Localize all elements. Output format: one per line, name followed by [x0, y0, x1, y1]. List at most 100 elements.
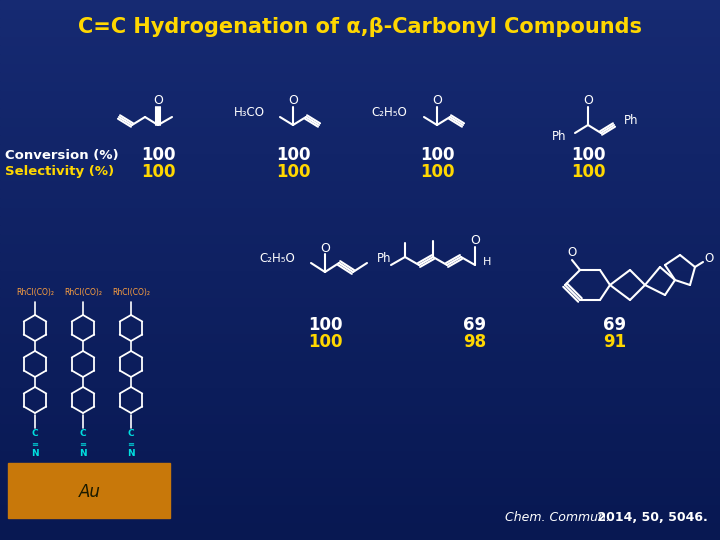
Bar	[0, 54, 720, 63]
Text: O: O	[320, 241, 330, 254]
Text: O: O	[153, 94, 163, 107]
Text: O: O	[470, 234, 480, 247]
Text: RhCl(CO)₂: RhCl(CO)₂	[16, 288, 54, 298]
Text: Chem. Commun.: Chem. Commun.	[505, 511, 610, 524]
Text: 69: 69	[464, 316, 487, 334]
Bar	[0, 279, 720, 288]
Bar	[0, 72, 720, 81]
Text: O: O	[288, 94, 298, 107]
Text: 100: 100	[307, 316, 342, 334]
Text: Conversion (%): Conversion (%)	[5, 148, 119, 161]
Text: 100: 100	[571, 146, 606, 164]
Text: C: C	[32, 429, 38, 438]
Text: RhCl(CO)₂: RhCl(CO)₂	[64, 288, 102, 298]
Bar	[0, 144, 720, 153]
Text: 100: 100	[420, 163, 454, 181]
Bar	[0, 189, 720, 198]
Bar	[0, 468, 720, 477]
Bar	[0, 432, 720, 441]
Text: H: H	[483, 257, 491, 267]
Bar	[0, 513, 720, 522]
Text: O: O	[567, 246, 577, 260]
Bar	[0, 270, 720, 279]
Bar	[0, 18, 720, 27]
Text: 98: 98	[464, 333, 487, 351]
Text: O: O	[432, 94, 442, 107]
Bar	[0, 387, 720, 396]
Bar	[0, 117, 720, 126]
Text: O: O	[704, 252, 714, 265]
Bar	[0, 351, 720, 360]
Bar	[0, 378, 720, 387]
Bar	[0, 225, 720, 234]
Text: ≡: ≡	[32, 440, 38, 449]
Text: Ph: Ph	[552, 131, 566, 144]
Text: 91: 91	[603, 333, 626, 351]
Text: 100: 100	[276, 163, 310, 181]
Text: N: N	[31, 449, 39, 458]
Text: 100: 100	[307, 333, 342, 351]
Text: 100: 100	[571, 163, 606, 181]
Bar	[0, 63, 720, 72]
Text: C₂H₅O: C₂H₅O	[372, 106, 407, 119]
Text: RhCl(CO)₂: RhCl(CO)₂	[112, 288, 150, 298]
Bar	[0, 162, 720, 171]
Bar	[0, 135, 720, 144]
Text: Ph: Ph	[377, 253, 392, 266]
Bar	[0, 405, 720, 414]
Bar	[0, 414, 720, 423]
Bar	[0, 108, 720, 117]
Bar	[0, 252, 720, 261]
Text: N: N	[127, 449, 135, 458]
Bar	[0, 90, 720, 99]
Text: Selectivity (%): Selectivity (%)	[5, 165, 114, 179]
Bar	[0, 369, 720, 378]
Text: C₂H₅O: C₂H₅O	[259, 253, 295, 266]
Text: N: N	[79, 449, 87, 458]
Bar	[0, 27, 720, 36]
Bar	[0, 450, 720, 459]
Bar	[0, 531, 720, 540]
Text: 2014, 50, 5046.: 2014, 50, 5046.	[593, 511, 708, 524]
Text: Ph: Ph	[624, 114, 639, 127]
Text: ≡: ≡	[79, 440, 86, 449]
Text: C: C	[127, 429, 135, 438]
Bar	[0, 261, 720, 270]
Bar	[0, 441, 720, 450]
Bar	[0, 45, 720, 54]
Bar	[0, 0, 720, 9]
Bar	[0, 126, 720, 135]
Bar	[0, 324, 720, 333]
Text: C=C Hydrogenation of α,β-Carbonyl Compounds: C=C Hydrogenation of α,β-Carbonyl Compou…	[78, 17, 642, 37]
Text: 100: 100	[276, 146, 310, 164]
Bar	[0, 315, 720, 324]
Bar	[0, 495, 720, 504]
Bar	[0, 207, 720, 216]
Bar	[0, 477, 720, 486]
Text: O: O	[583, 94, 593, 107]
Bar	[0, 342, 720, 351]
Bar	[0, 288, 720, 297]
Bar	[0, 180, 720, 189]
Text: 100: 100	[140, 163, 175, 181]
Text: ≡: ≡	[127, 440, 135, 449]
Text: 100: 100	[420, 146, 454, 164]
Text: C: C	[80, 429, 86, 438]
Bar	[8, 463, 170, 518]
Bar	[0, 333, 720, 342]
Bar	[0, 396, 720, 405]
Bar	[0, 522, 720, 531]
Bar	[0, 234, 720, 243]
Bar	[0, 360, 720, 369]
Bar	[0, 486, 720, 495]
Bar	[0, 81, 720, 90]
Bar	[0, 306, 720, 315]
Bar	[0, 504, 720, 513]
Text: H₃CO: H₃CO	[234, 106, 265, 119]
Bar	[0, 243, 720, 252]
Bar	[0, 99, 720, 108]
Text: Au: Au	[79, 483, 101, 501]
Text: 100: 100	[140, 146, 175, 164]
Bar	[0, 9, 720, 18]
Bar	[0, 198, 720, 207]
